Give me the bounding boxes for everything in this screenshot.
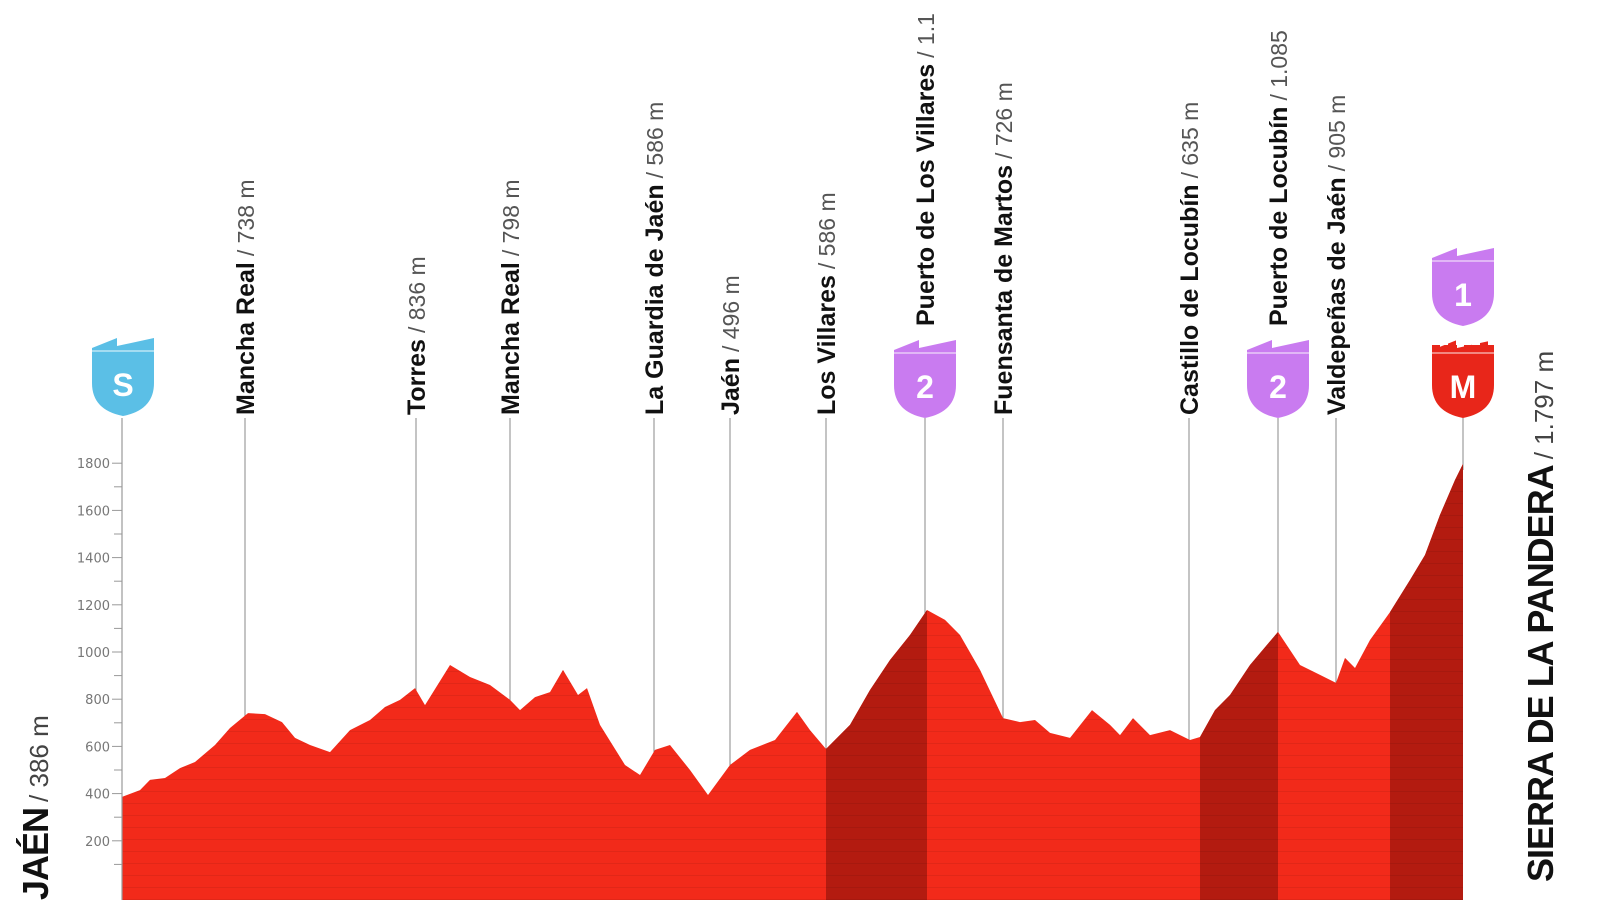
y-tick-label: 1800 <box>77 457 110 472</box>
finish-climb-badge-text: 1 <box>1454 277 1472 313</box>
waypoint-name: Castillo de Locubín <box>1176 184 1204 415</box>
y-tick-label: 1000 <box>77 646 110 661</box>
climb-category-badge-text: 2 <box>916 369 934 405</box>
climb-category-badge-shape <box>894 340 956 418</box>
y-tick-label: 200 <box>85 835 110 850</box>
finish-climb-badge-shape <box>1432 248 1494 326</box>
waypoint-label: Mancha Real/ 798 m <box>497 179 525 415</box>
finish-label: SIERRA DE LA PANDERA/ 1.797 m <box>1520 351 1561 882</box>
waypoint-label: La Guardia de Jaén/ 586 m <box>641 102 669 415</box>
badges: 2 2 S 1 M <box>92 248 1496 418</box>
waypoint-name: Puerto de Los Villares <box>912 64 940 326</box>
start-badge: S <box>92 338 154 416</box>
elevation-profile <box>122 463 1463 900</box>
y-tick-label: 1600 <box>77 504 110 519</box>
waypoint-name: Mancha Real <box>232 262 260 415</box>
waypoint-name: Los Villares <box>813 275 841 415</box>
finish-badge: M <box>1432 340 1496 418</box>
finish-altitude: 1.797 m <box>1529 351 1559 445</box>
climb-category-badge: 2 <box>1247 340 1309 418</box>
waypoint-label: Puerto de Los Villares/ 1.1 <box>912 13 940 326</box>
finish-badge-shape <box>1432 340 1494 418</box>
y-tick-label: 800 <box>85 693 110 708</box>
waypoint-label: Jaén/ 496 m <box>717 275 745 415</box>
waypoint-name: Fuensanta de Martos <box>990 165 1018 415</box>
finish-badge-text: M <box>1450 369 1477 405</box>
start-altitude: 386 m <box>24 715 54 787</box>
waypoint-name: Valdepeñas de Jaén <box>1323 177 1351 415</box>
waypoint-label: Castillo de Locubín/ 635 m <box>1176 102 1204 415</box>
waypoint-name: Puerto de Locubín <box>1265 107 1293 326</box>
start-badge-text: S <box>112 367 133 403</box>
waypoint-label: Fuensanta de Martos/ 726 m <box>990 82 1018 415</box>
waypoint-label: Valdepeñas de Jaén/ 905 m <box>1323 95 1351 415</box>
y-tick-label: 600 <box>85 740 110 755</box>
start-badge-shape <box>92 338 154 416</box>
start-label: JAÉN/ 386 m <box>15 715 56 900</box>
waypoint-name: Torres <box>403 339 431 415</box>
waypoint-name: Jaén <box>717 358 745 415</box>
climb-category-badge: 2 <box>894 340 956 418</box>
waypoint-name: La Guardia de Jaén <box>641 184 669 415</box>
profile-stripes <box>122 463 1463 900</box>
y-tick-label: 1400 <box>77 552 110 567</box>
finish-name: SIERRA DE LA PANDERA <box>1520 464 1561 882</box>
y-tick-label: 1200 <box>77 599 110 614</box>
climb-category-badge-text: 2 <box>1269 369 1287 405</box>
climb-category-badge-shape <box>1247 340 1309 418</box>
y-tick-label: 400 <box>85 788 110 803</box>
start-name: JAÉN <box>15 808 56 900</box>
y-axis: 200 400 600 800 1000 1200 1400 1600 1800 <box>77 420 123 900</box>
waypoint-label: Mancha Real/ 738 m <box>232 179 260 415</box>
waypoint-labels: Mancha Real/ 738 m Torres/ 836 m Mancha Re… <box>232 13 1351 415</box>
waypoint-label: Los Villares/ 586 m <box>813 192 841 415</box>
waypoint-label: Puerto de Locubín/ 1.085 <box>1265 30 1293 326</box>
waypoint-label: Torres/ 836 m <box>403 256 431 415</box>
waypoint-name: Mancha Real <box>497 262 525 415</box>
finish-climb-badge: 1 <box>1432 248 1494 326</box>
